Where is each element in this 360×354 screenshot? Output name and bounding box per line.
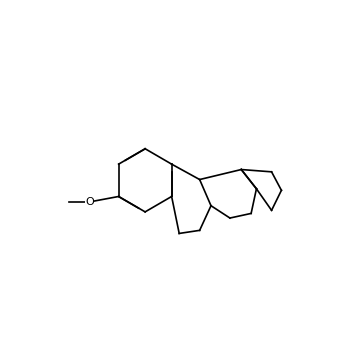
Text: O: O	[85, 197, 94, 207]
